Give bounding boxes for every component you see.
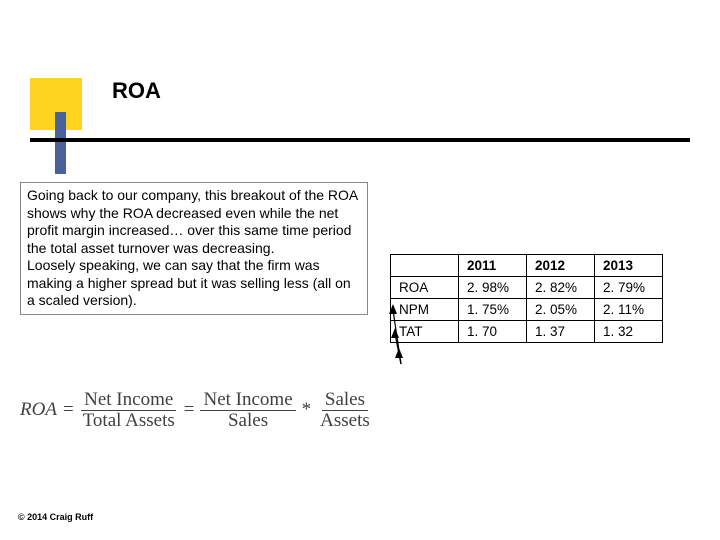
- cell: 2. 82%: [527, 277, 595, 299]
- table-header-2012: 2012: [527, 255, 595, 277]
- frac-den: Sales: [225, 411, 271, 431]
- explanation-box: Going back to our company, this breakout…: [20, 182, 368, 315]
- table-header-2013: 2013: [595, 255, 663, 277]
- cell: 2. 79%: [595, 277, 663, 299]
- frac-num: Net Income: [81, 390, 176, 411]
- table-row: TAT 1. 70 1. 37 1. 32: [391, 321, 663, 343]
- table-row: ROA 2. 98% 2. 82% 2. 79%: [391, 277, 663, 299]
- row-label-roa: ROA: [391, 277, 459, 299]
- row-label-tat: TAT: [391, 321, 459, 343]
- formula-lhs: ROA: [20, 399, 57, 421]
- frac-num: Sales: [322, 390, 368, 411]
- table-header-2011: 2011: [459, 255, 527, 277]
- table-header-row: 2011 2012 2013: [391, 255, 663, 277]
- title-rule: [30, 138, 690, 142]
- frac-den: Total Assets: [80, 411, 178, 431]
- cell: 1. 32: [595, 321, 663, 343]
- multiply-sign: *: [302, 399, 312, 421]
- fraction-2: Net Income Sales: [200, 390, 295, 431]
- frac-num: Net Income: [200, 390, 295, 411]
- table-header-blank: [391, 255, 459, 277]
- fraction-1: Net Income Total Assets: [80, 390, 178, 431]
- cell: 1. 70: [459, 321, 527, 343]
- cell: 2. 98%: [459, 277, 527, 299]
- roa-table: 2011 2012 2013 ROA 2. 98% 2. 82% 2. 79% …: [390, 254, 663, 343]
- equals-sign: =: [63, 399, 74, 421]
- title-area: ROA: [0, 50, 720, 140]
- accent-bar-vertical: [55, 112, 66, 174]
- explanation-para-1: Going back to our company, this breakout…: [27, 187, 357, 256]
- fraction-3: Sales Assets: [317, 390, 373, 431]
- cell: 1. 75%: [459, 299, 527, 321]
- page-title: ROA: [112, 78, 161, 104]
- row-label-npm: NPM: [391, 299, 459, 321]
- cell: 2. 05%: [527, 299, 595, 321]
- equals-sign: =: [184, 399, 195, 421]
- table-row: NPM 1. 75% 2. 05% 2. 11%: [391, 299, 663, 321]
- cell: 2. 11%: [595, 299, 663, 321]
- copyright-text: © 2014 Craig Ruff: [18, 512, 93, 522]
- frac-den: Assets: [317, 411, 373, 431]
- explanation-para-2: Loosely speaking, we can say that the fi…: [27, 257, 351, 308]
- cell: 1. 37: [527, 321, 595, 343]
- roa-formula: ROA = Net Income Total Assets = Net Inco…: [20, 390, 373, 431]
